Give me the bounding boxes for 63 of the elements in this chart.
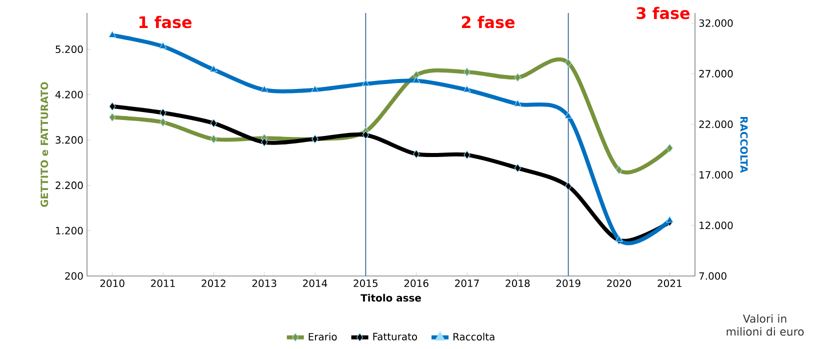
y-tick-label: 4.200 xyxy=(55,90,83,98)
point xyxy=(514,73,521,82)
y-tick-label: 1.200 xyxy=(56,226,83,234)
y2-tick-label: 27.000 xyxy=(699,70,733,78)
y2-tick-label: 12.000 xyxy=(700,222,733,230)
y-axis-title: GETTITO e FATTURATO xyxy=(40,82,48,207)
point xyxy=(108,30,116,38)
point xyxy=(210,118,217,128)
point xyxy=(210,134,217,144)
x-tick-label: 2013 xyxy=(252,280,276,288)
x-tick-label: 2020 xyxy=(607,280,632,288)
x-tick-label: 2010 xyxy=(100,280,124,288)
point xyxy=(616,166,622,174)
point xyxy=(413,150,420,158)
y2-tick-label: 7.000 xyxy=(699,272,726,280)
y-tick-label: 5.200 xyxy=(56,46,83,54)
point xyxy=(666,216,674,223)
point xyxy=(463,86,471,92)
y2-tick-label: 22.000 xyxy=(699,120,733,128)
y2-tick-label: 17.000 xyxy=(700,171,733,179)
point xyxy=(464,68,470,76)
legend-label: Fatturato xyxy=(373,332,417,340)
point xyxy=(160,118,166,127)
x-axis-title: Titolo asse xyxy=(360,294,421,302)
point xyxy=(109,102,116,111)
point xyxy=(514,100,522,106)
point xyxy=(565,182,572,191)
point xyxy=(564,112,572,118)
point xyxy=(666,144,673,152)
x-tick-label: 2015 xyxy=(354,280,378,288)
point xyxy=(159,42,167,49)
text: Valori in milioni di euro xyxy=(726,314,804,336)
y2-axis-title: RACCOLTA xyxy=(740,116,748,173)
point xyxy=(261,138,268,147)
point xyxy=(514,164,521,172)
point xyxy=(109,112,116,122)
x-tick-label: 2017 xyxy=(455,280,479,288)
x-tick-label: 2018 xyxy=(506,280,530,288)
y-tick-label: 3.200 xyxy=(56,136,83,144)
x-tick-label: 2016 xyxy=(404,280,428,288)
y2-tick-label: 32.000 xyxy=(699,19,733,27)
x-tick-label: 2012 xyxy=(202,280,226,288)
x-tick-label: 2011 xyxy=(151,280,175,288)
annotation: 3 fase xyxy=(636,6,690,20)
point xyxy=(160,108,166,118)
x-tick-label: 2019 xyxy=(556,280,580,288)
point xyxy=(615,235,623,242)
x-tick-label: 2021 xyxy=(658,280,682,288)
x-tick-label: 2014 xyxy=(303,280,328,288)
point xyxy=(210,65,218,72)
annotation: 2 fase xyxy=(462,16,515,28)
point xyxy=(464,150,470,160)
point xyxy=(260,86,268,92)
legend-label: Raccolta xyxy=(454,332,494,340)
point xyxy=(565,58,572,68)
point xyxy=(362,130,369,140)
point xyxy=(362,80,370,86)
point xyxy=(412,76,420,84)
annotation: 1 fase xyxy=(139,16,192,28)
legend-label: Erario xyxy=(308,332,337,340)
point xyxy=(311,86,319,92)
y-tick-label: 200 xyxy=(65,272,83,280)
y-tick-label: 2.200 xyxy=(56,182,83,190)
